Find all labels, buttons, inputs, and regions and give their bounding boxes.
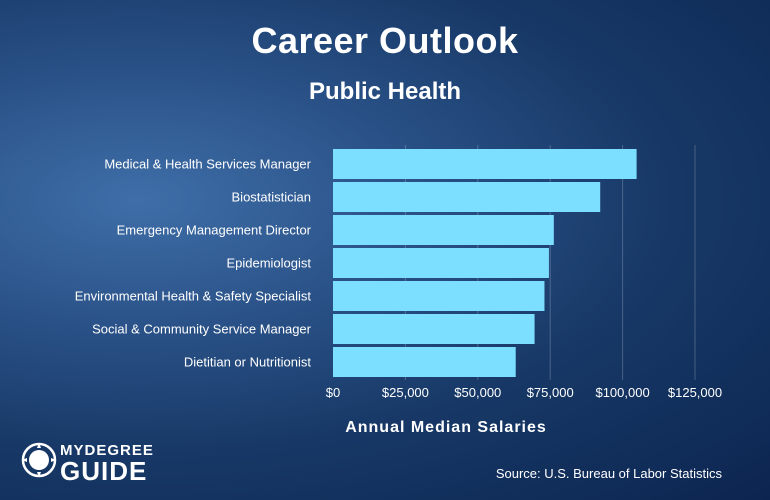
category-label: Social & Community Service Manager bbox=[92, 322, 312, 337]
bars bbox=[333, 149, 637, 377]
x-tick-label: $50,000 bbox=[454, 385, 501, 400]
x-tick-label: $0 bbox=[326, 385, 340, 400]
x-tick-label: $75,000 bbox=[527, 385, 574, 400]
compass-logo-icon bbox=[21, 442, 57, 478]
category-label: Epidemiologist bbox=[226, 256, 311, 271]
category-label: Medical & Health Services Manager bbox=[104, 157, 311, 172]
bar bbox=[333, 215, 554, 245]
category-label: Dietitian or Nutritionist bbox=[184, 355, 312, 370]
x-tick-label: $100,000 bbox=[595, 385, 649, 400]
x-tick-label: $125,000 bbox=[668, 385, 722, 400]
chart-title: Career Outlook bbox=[251, 20, 519, 61]
logo-text-guide: GUIDE bbox=[60, 456, 148, 486]
category-label: Emergency Management Director bbox=[117, 223, 312, 238]
salary-bar-chart: Medical & Health Services Manager Biostat… bbox=[75, 149, 722, 436]
x-axis-title: Annual Median Salaries bbox=[345, 419, 547, 436]
bar bbox=[333, 314, 535, 344]
category-label: Biostatistician bbox=[232, 190, 311, 205]
bar bbox=[333, 347, 516, 377]
source-note: Source: U.S. Bureau of Labor Statistics bbox=[495, 466, 722, 481]
category-label: Environmental Health & Safety Specialist bbox=[75, 289, 312, 304]
logo-text-mydegree: MYDEGREE bbox=[60, 442, 154, 459]
bar bbox=[333, 248, 549, 278]
bar bbox=[333, 149, 637, 179]
bar bbox=[333, 182, 601, 212]
x-tick-label: $25,000 bbox=[382, 385, 429, 400]
x-tick-labels: $0 $25,000 $50,000 $75,000 $100,000 $125,000 bbox=[326, 385, 722, 400]
bar bbox=[333, 281, 545, 311]
category-labels: Medical & Health Services Manager Biostat… bbox=[75, 157, 312, 370]
chart-subtitle: Public Health bbox=[308, 78, 462, 105]
